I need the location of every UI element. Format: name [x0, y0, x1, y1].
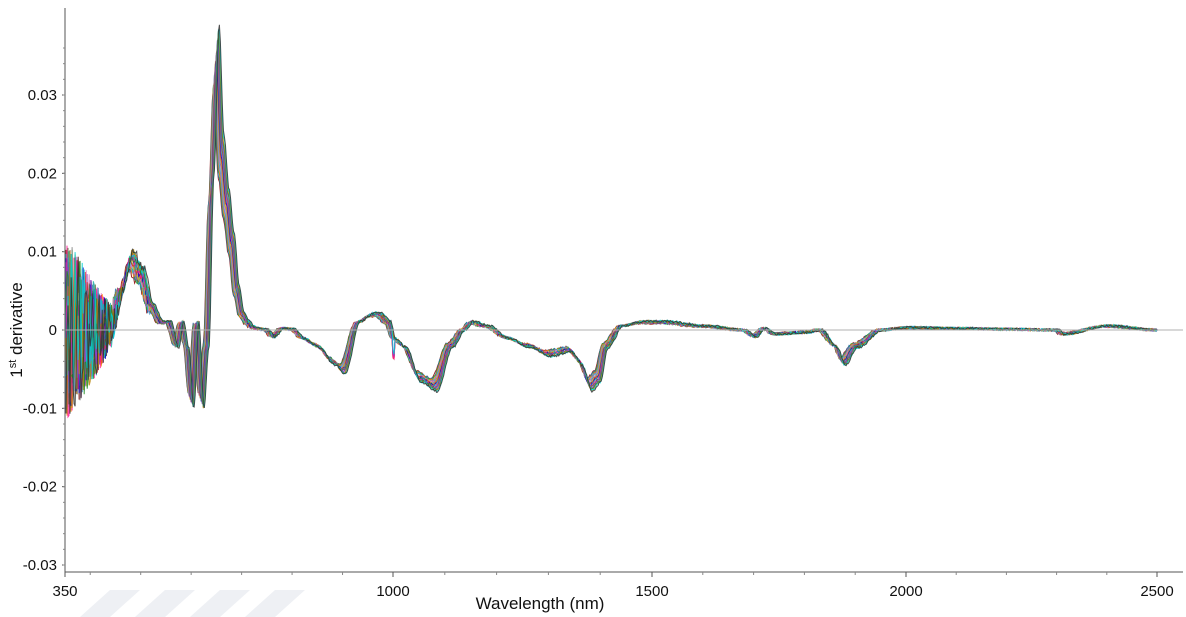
x-tick-label: 2000 [889, 583, 922, 600]
x-tick-label: 2500 [1140, 583, 1173, 600]
x-ticks: 350 1000 1500 2000 2500 [52, 572, 1174, 600]
y-axis-title: 1st derivative [7, 282, 26, 378]
spectrum-line [64, 60, 1158, 403]
y-axis-title-rest: derivative [7, 282, 26, 359]
y-tick-label: 0.01 [28, 244, 57, 261]
y-tick-label: 0.02 [28, 165, 57, 182]
watermark-chevrons [80, 590, 305, 617]
spectra-lines [64, 24, 1158, 419]
x-tick-label: 1500 [635, 583, 668, 600]
spectrum-line [64, 24, 1158, 414]
spectrum-line [64, 63, 1158, 412]
y-tick-label: 0 [49, 322, 57, 339]
x-tick-label: 1000 [376, 583, 409, 600]
y-tick-label: -0.02 [23, 479, 57, 496]
y-axis-title-sup: st [7, 360, 19, 369]
y-ticks: 0.03 0.02 0.01 0 -0.01 -0.02 -0.03 [23, 47, 65, 574]
y-tick-label: 0.03 [28, 87, 57, 104]
y-tick-label: -0.03 [23, 557, 57, 574]
x-axis-title: Wavelength (nm) [476, 594, 605, 613]
x-tick-label: 350 [52, 583, 77, 600]
y-tick-label: -0.01 [23, 400, 57, 417]
y-axis-title-base: 1 [7, 368, 26, 377]
